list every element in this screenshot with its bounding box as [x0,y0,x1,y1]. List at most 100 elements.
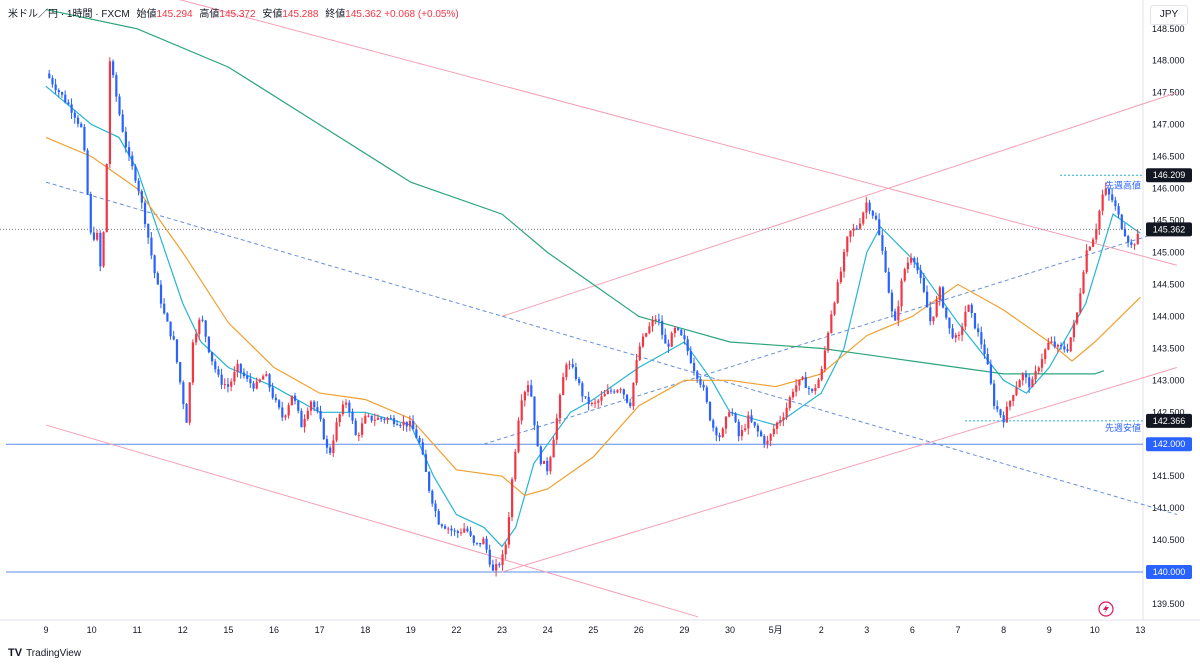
candle-body [807,387,811,389]
candle-body [919,270,922,278]
candle-body [878,219,881,236]
candle-body [756,425,760,432]
candle-body [881,235,884,251]
candle-body [791,391,795,398]
candle-body [51,78,54,85]
candle-body [871,210,874,216]
candle-body [625,394,629,403]
candle-body [555,418,558,440]
symbol-header: 米ドル／円 · 1時間 · FXCM 始値145.294 高値145.372 安… [8,5,459,20]
candle-body [584,396,587,398]
candle-body [938,287,941,300]
x-tick-label: 6 [910,625,915,635]
candle-body [619,389,622,391]
candle-body [705,387,708,402]
candle-body [724,416,728,429]
low-value: 145.288 [282,9,319,20]
candle-body [699,379,702,385]
candle-body [632,382,635,407]
candle-body [629,402,632,407]
candle-body [64,94,67,103]
candle-body [565,364,568,378]
candle-body [405,421,408,427]
candle-body [249,378,252,384]
candle-body [999,409,1002,416]
candle-body [278,400,281,408]
price-badge-label: 145.362 [1153,224,1186,234]
candle-body [134,166,137,181]
candle-body [185,404,188,423]
candle-body [814,387,817,392]
candle-body [702,384,705,388]
candle-body [268,374,271,388]
candle-body [957,334,961,336]
price-badge-label: 142.000 [1153,439,1186,449]
candle-body [910,258,913,263]
candle-body [325,439,329,448]
candle-body [1063,346,1066,350]
candle-body [482,538,485,545]
candle-body [415,429,418,439]
candle-body [744,428,747,431]
candle-body [1111,194,1114,201]
candle-body [638,346,641,361]
candle-body [996,406,999,410]
candle-body [654,319,657,321]
high-label: 高値 [199,9,220,20]
candle-body [855,228,858,230]
candle-body [274,397,278,401]
candle-body [967,304,970,312]
candle-body [798,379,801,386]
candle-body [60,92,64,95]
candle-body [421,442,424,455]
candle-body [673,327,677,334]
change-value: +0.068 (+0.05%) [384,9,459,20]
candle-body [1031,379,1034,388]
currency-button[interactable]: JPY [1150,5,1188,25]
candle-body [1028,377,1031,388]
candle-body [747,415,750,429]
candle-body [708,401,712,421]
candle-body [322,419,325,440]
candle-body [715,427,718,436]
candle-body [434,503,437,512]
moving-average-line [45,85,1141,548]
candle-body [351,411,354,421]
candle-body [728,412,731,417]
candle-body [143,202,147,224]
candle-body [536,425,539,447]
candle-body [785,407,788,418]
candle-body [179,362,182,383]
candle-body [657,319,661,321]
candle-body [1133,244,1136,246]
candle-body [1040,359,1044,368]
candle-body [447,528,450,530]
candle-body [1053,341,1056,347]
price-badge [1146,168,1192,183]
candle-body [989,364,993,384]
x-tick-label: 18 [360,625,370,635]
candle-body [906,262,910,270]
candle-body [376,417,380,420]
candle-body [827,332,830,351]
candle-body [645,333,648,337]
candle-body [262,376,265,380]
candle-body [648,326,651,334]
candle-body [849,230,852,237]
x-tick-label: 11 [133,625,142,635]
trendline [501,92,1178,317]
candle-body [951,328,954,338]
candle-body [763,436,766,444]
candle-body [514,451,517,480]
candle-body [1008,401,1012,407]
candle-body [338,414,341,423]
candle-body [239,363,242,373]
candle-body [495,564,498,571]
x-tick-label: 29 [679,625,689,635]
candle-body [1024,373,1028,378]
candle-body [820,368,823,380]
candle-body [1005,406,1008,423]
y-tick-label: 143.500 [1152,343,1185,353]
y-tick-label: 146.500 [1152,152,1185,162]
